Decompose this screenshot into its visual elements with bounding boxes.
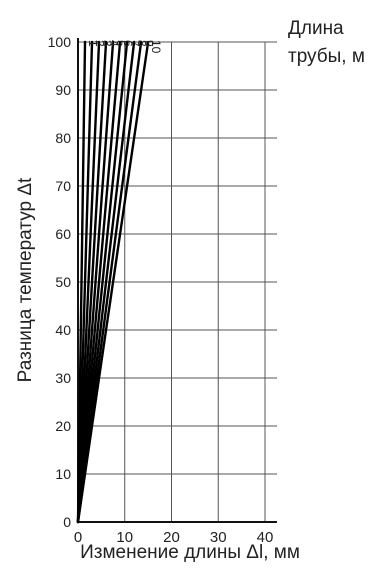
series-label-10: 10 — [149, 40, 163, 54]
series-label-5: 5 — [114, 40, 128, 47]
y-tick-label: 10 — [55, 466, 71, 482]
y-axis-label: Разница температур Δt — [15, 177, 36, 382]
x-axis-label: Изменение длины Δl, мм — [80, 542, 300, 563]
series-label-9: 9 — [142, 40, 156, 47]
series-label-6: 6 — [121, 40, 135, 47]
series-label-8: 8 — [135, 40, 149, 47]
series-label-3: 3 — [100, 40, 114, 47]
x-tick-label: 0 — [74, 529, 82, 546]
y-tick-label: 60 — [55, 226, 71, 242]
legend-title-line2: трубы, м — [288, 46, 365, 67]
series-label-2: 2 — [93, 40, 107, 47]
y-tick-label: 50 — [55, 274, 71, 290]
x-tick-label: 20 — [163, 529, 180, 546]
y-tick-label: 30 — [55, 370, 71, 386]
series-lines — [76, 40, 150, 524]
y-tick-label: 0 — [63, 514, 71, 530]
y-tick-label: 70 — [55, 178, 71, 194]
tick-labels: 0 10 20 30 40 50 60 70 80 90 100 0 10 20 30 40 — [48, 34, 274, 546]
x-tick-label: 40 — [257, 529, 274, 546]
y-tick-label: 80 — [55, 130, 71, 146]
y-tick-label: 20 — [55, 418, 71, 434]
legend-title-line1: Длина — [288, 18, 344, 39]
series-line-10 — [76, 40, 150, 524]
series-label-4: 4 — [107, 40, 121, 47]
y-tick-label: 90 — [55, 82, 71, 98]
y-tick-label: 100 — [48, 34, 72, 50]
x-tick-label: 30 — [210, 529, 227, 546]
series-label-1: 1 — [86, 40, 100, 47]
y-tick-label: 40 — [55, 322, 71, 338]
x-tick-label: 10 — [116, 529, 133, 546]
series-label-7: 7 — [128, 40, 142, 47]
